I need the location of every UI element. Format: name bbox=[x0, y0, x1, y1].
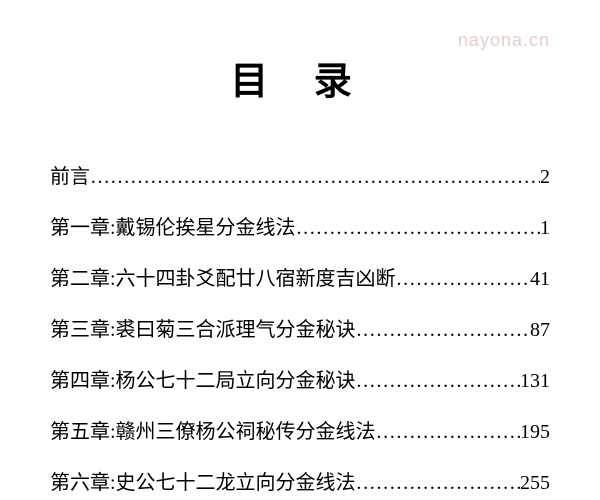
toc-entry: 第一章:戴锡伦挨星分金线法 ……………………………………………………………………… bbox=[50, 211, 550, 240]
toc-label: 第四章:杨公七十二局立向分金秘诀 bbox=[50, 364, 356, 393]
toc-leader: …………………………………………………………………………………………………………… bbox=[90, 166, 540, 189]
toc-leader: …………………………………………………………………………………………………………… bbox=[356, 370, 520, 393]
toc-leader: …………………………………………………………………………………………………………… bbox=[296, 217, 540, 240]
toc-entry: 第五章:赣州三僚杨公祠秘传分金线法 …………………………………………………………… bbox=[50, 415, 550, 444]
toc-entry: 第三章:裘曰菊三合派理气分金秘诀 ……………………………………………………………… bbox=[50, 313, 550, 342]
page-title: 目 录 bbox=[50, 50, 550, 105]
toc-entry: 第四章:杨公七十二局立向分金秘诀 ……………………………………………………………… bbox=[50, 364, 550, 393]
toc-label: 第五章:赣州三僚杨公祠秘传分金线法 bbox=[50, 415, 376, 444]
toc-entry: 前言 …………………………………………………………………………………………………… bbox=[50, 160, 550, 189]
toc-label: 第三章:裘曰菊三合派理气分金秘诀 bbox=[50, 313, 356, 342]
toc-entry: 第二章:六十四卦爻配廿八宿新度吉凶断 ………………………………………………………… bbox=[50, 262, 550, 291]
toc-label: 第二章:六十四卦爻配廿八宿新度吉凶断 bbox=[50, 262, 396, 291]
toc-label: 前言 bbox=[50, 160, 90, 189]
toc-leader: …………………………………………………………………………………………………………… bbox=[356, 472, 520, 495]
toc-label: 第一章:戴锡伦挨星分金线法 bbox=[50, 211, 296, 240]
toc-entry: 第六章:史公七十二龙立向分金线法 ……………………………………………………………… bbox=[50, 466, 550, 495]
toc-page-number: 1 bbox=[540, 217, 550, 240]
toc-page-number: 41 bbox=[530, 268, 550, 291]
toc-page-number: 195 bbox=[520, 421, 550, 444]
toc-page-number: 87 bbox=[530, 319, 550, 342]
toc-label: 第六章:史公七十二龙立向分金线法 bbox=[50, 466, 356, 495]
toc-page-number: 131 bbox=[520, 370, 550, 393]
toc-leader: …………………………………………………………………………………………………………… bbox=[396, 268, 530, 291]
page-container: 目 录 前言 ………………………………………………………………………………………… bbox=[0, 0, 600, 500]
toc-page-number: 2 bbox=[540, 166, 550, 189]
toc-leader: …………………………………………………………………………………………………………… bbox=[376, 421, 520, 444]
toc-page-number: 255 bbox=[520, 472, 550, 495]
toc-leader: …………………………………………………………………………………………………………… bbox=[356, 319, 530, 342]
